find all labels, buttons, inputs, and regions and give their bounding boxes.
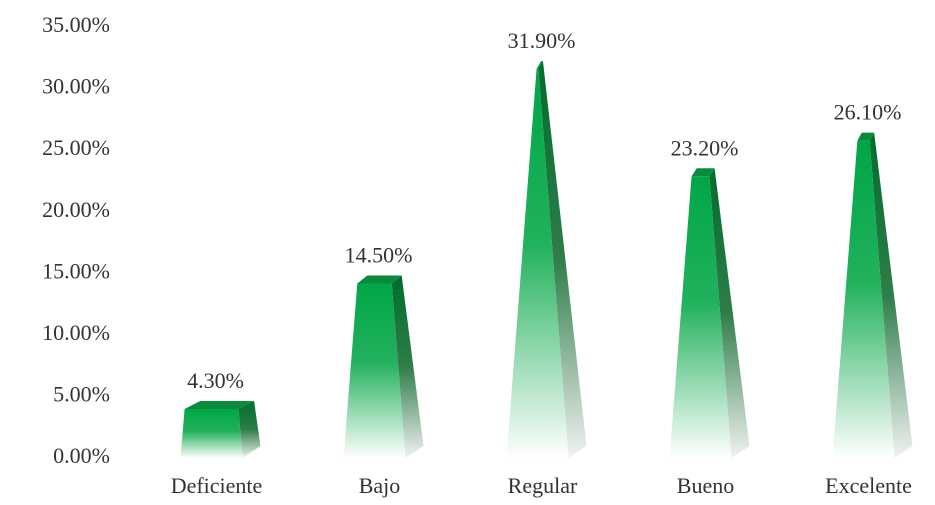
bar-top <box>357 275 402 284</box>
x-tick-label: Bueno <box>677 473 734 498</box>
bar <box>832 132 913 458</box>
bar-side <box>709 168 750 458</box>
bar <box>343 275 424 458</box>
bar-top <box>184 401 255 410</box>
y-tick-label: 5.00% <box>53 381 110 406</box>
bar <box>180 401 261 458</box>
bar-front <box>180 409 243 458</box>
x-tick-label: Excelente <box>825 473 912 498</box>
y-tick-label: 10.00% <box>42 320 110 345</box>
data-label: 4.30% <box>187 368 244 393</box>
x-tick-label: Deficiente <box>171 473 263 498</box>
y-tick-label: 25.00% <box>42 135 110 160</box>
bar-side <box>238 401 261 458</box>
bar-top <box>691 168 715 177</box>
bar-front <box>506 69 569 458</box>
bar-side <box>391 275 424 458</box>
bar-top <box>857 132 875 141</box>
y-tick-label: 30.00% <box>42 74 110 99</box>
bar <box>669 168 750 458</box>
y-tick-label: 35.00% <box>42 12 110 37</box>
bar <box>506 61 587 458</box>
data-label: 14.50% <box>345 242 413 267</box>
x-tick-label: Bajo <box>359 473 401 498</box>
data-label: 31.90% <box>508 28 576 53</box>
bar-front <box>343 283 406 458</box>
y-tick-label: 20.00% <box>42 197 110 222</box>
bar-top <box>536 61 543 70</box>
x-tick-label: Regular <box>508 473 578 498</box>
y-tick-label: 15.00% <box>42 258 110 283</box>
bar-front <box>832 140 895 458</box>
data-label: 23.20% <box>671 135 739 160</box>
bar-front <box>669 176 732 458</box>
data-label: 26.10% <box>834 100 902 125</box>
y-tick-label: 0.00% <box>53 443 110 468</box>
bar-side <box>538 61 587 458</box>
bar-side <box>869 132 913 458</box>
